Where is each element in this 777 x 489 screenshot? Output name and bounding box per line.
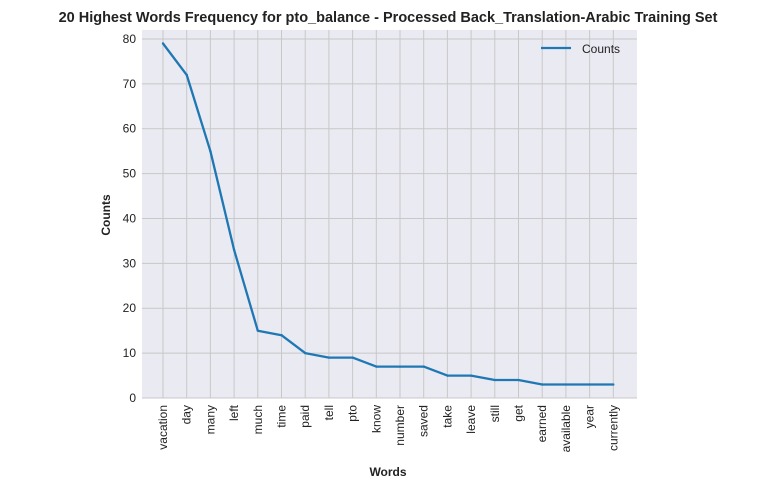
x-tick-label: left: [227, 404, 241, 421]
x-tick-label: leave: [464, 405, 478, 434]
y-tick-label: 80: [123, 32, 137, 46]
legend: Counts: [541, 42, 620, 56]
y-gridlines: [142, 38, 637, 399]
x-tick-label: day: [180, 405, 194, 424]
data-point: [161, 42, 165, 45]
data-point: [280, 333, 283, 337]
x-tick-label: currently: [606, 405, 620, 451]
x-tick-label: many: [203, 405, 217, 434]
x-tick-label: year: [583, 405, 597, 428]
series-line-counts: [162, 42, 614, 386]
y-tick-label: 60: [123, 122, 137, 136]
data-point: [588, 383, 591, 386]
y-axis-label: Counts: [99, 194, 113, 236]
data-point: [185, 73, 188, 77]
x-tick-label: time: [275, 405, 289, 428]
y-tick-label: 50: [123, 167, 137, 181]
data-point: [493, 378, 496, 382]
x-axis-label: Words: [369, 465, 406, 479]
data-point: [304, 351, 307, 355]
x-axis-ticks: vacation day many left much time paid tell pto kn…: [156, 404, 620, 452]
data-point: [351, 356, 354, 359]
x-tick-label: still: [488, 405, 502, 422]
x-tick-label: know: [369, 405, 383, 433]
data-point: [517, 378, 520, 382]
data-points: [161, 42, 615, 386]
data-point: [422, 365, 425, 368]
x-tick-label: take: [440, 405, 454, 428]
x-tick-label: available: [559, 405, 573, 453]
data-point: [446, 374, 449, 377]
x-tick-label: get: [512, 404, 526, 421]
y-tick-label: 20: [123, 301, 137, 315]
y-axis-ticks: 0 10 20 30 40 50 60 70 80: [123, 32, 137, 405]
legend-label: Counts: [582, 42, 620, 56]
x-tick-label: paid: [298, 405, 312, 428]
data-point: [327, 356, 331, 359]
x-tick-label: pto: [346, 405, 360, 422]
x-tick-label: earned: [535, 405, 549, 442]
x-gridlines: [162, 30, 614, 398]
plot-area: [142, 30, 637, 398]
x-tick-label: vacation: [156, 405, 170, 450]
x-tick-label: tell: [322, 405, 336, 420]
x-tick-label: number: [393, 405, 407, 446]
x-tick-label: saved: [417, 405, 431, 437]
y-tick-label: 0: [129, 391, 136, 405]
y-tick-label: 10: [123, 346, 137, 360]
data-point: [541, 383, 544, 386]
data-point: [398, 365, 402, 368]
data-point: [209, 149, 212, 153]
x-tick-label: much: [251, 405, 265, 434]
y-tick-label: 70: [123, 77, 137, 91]
data-point: [612, 383, 615, 386]
chart-title: 20 Highest Words Frequency for pto_balan…: [59, 10, 718, 26]
data-point: [375, 365, 378, 368]
data-point: [256, 329, 259, 332]
data-point: [232, 248, 236, 252]
data-point: [469, 374, 473, 377]
y-tick-label: 40: [123, 211, 137, 225]
y-tick-label: 30: [123, 256, 137, 270]
data-point: [564, 383, 568, 386]
